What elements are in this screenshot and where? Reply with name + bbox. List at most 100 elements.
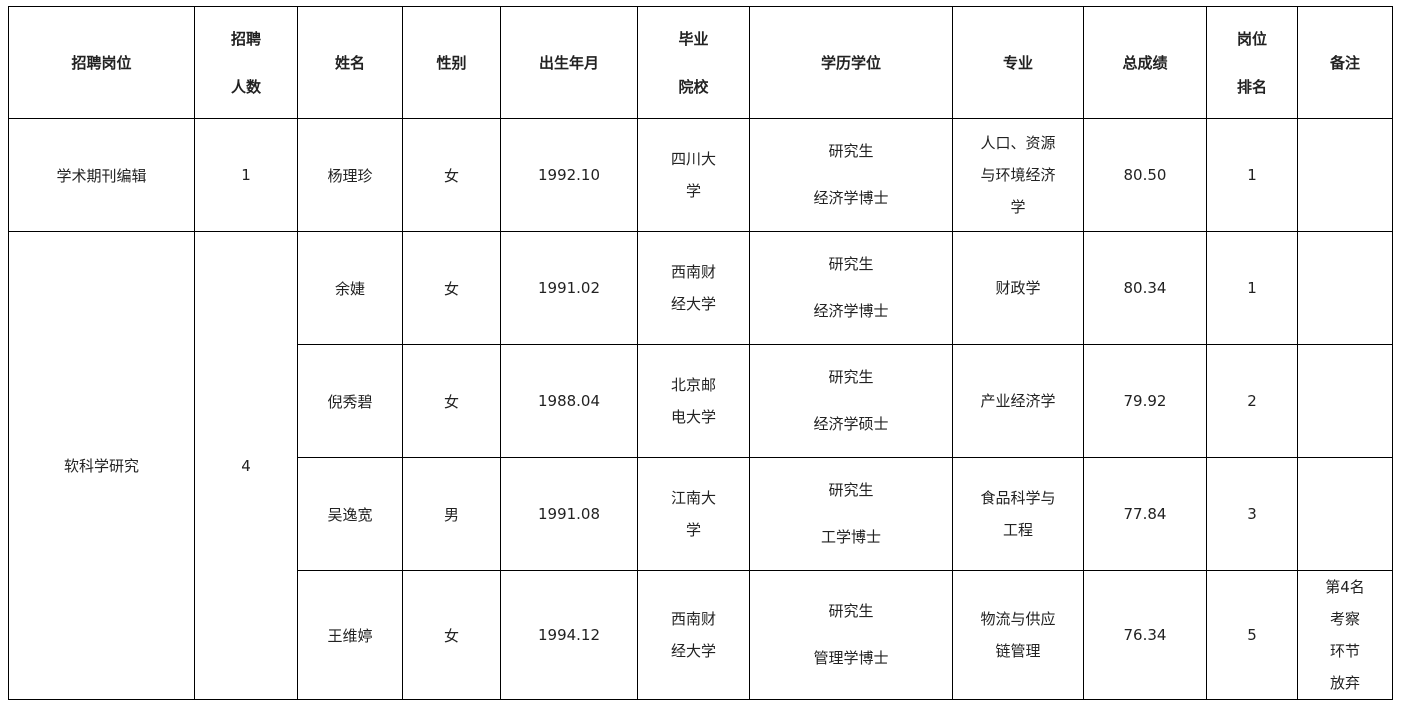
header-position: 招聘岗位 [8, 6, 195, 119]
cell-count: 1 [194, 118, 298, 232]
cell-line: 经济学硕士 [813, 415, 889, 433]
header-major: 专业 [952, 6, 1084, 119]
cell-score: 80.34 [1083, 231, 1207, 345]
header-line: 岗位 [1236, 29, 1267, 48]
cell-position: 学术期刊编辑 [8, 118, 195, 232]
header-school: 毕业 院校 [637, 6, 750, 119]
header-name: 姓名 [297, 6, 403, 119]
cell-degree: 研究生 经济学博士 [749, 118, 953, 232]
table-row: 王维婷女 1994.12 西南财 经大学 研究生 管理学博士 物流与供应 链管理 76.34 5 第… [9, 570, 1393, 700]
cell-degree: 研究生 管理学博士 [749, 570, 953, 700]
cell-line: 经济学博士 [813, 189, 889, 207]
header-line: 备注 [1329, 54, 1360, 72]
cell-line: 考察 [1329, 610, 1360, 628]
header-note: 备注 [1297, 6, 1393, 119]
cell-line: 环节 [1329, 642, 1360, 660]
cell-major: 产业经济学 [952, 344, 1084, 458]
cell-name: 倪秀碧 [297, 344, 403, 458]
cell-score: 77.84 [1083, 457, 1207, 571]
header-count: 招聘 人数 [194, 6, 298, 119]
header-line: 性别 [436, 54, 467, 72]
cell-line: 西南财 [670, 263, 716, 281]
cell-line: 工程 [1002, 521, 1033, 539]
table-row: 倪秀碧女 1988.04 北京邮 电大学 研究生 经济学硕士 产业经济学 79.92 2 [9, 344, 1393, 458]
cell-line: 学 [1010, 198, 1026, 216]
cell-score: 76.34 [1083, 570, 1207, 700]
header-line: 毕业 [678, 29, 709, 48]
cell-position: 软科学研究 [8, 231, 195, 700]
cell-line: 工学博士 [820, 528, 881, 546]
cell-line: 与环境经济 [980, 166, 1056, 184]
cell-rank: 2 [1206, 344, 1298, 458]
cell-line: 研究生 [828, 142, 874, 160]
cell-degree: 研究生 经济学博士 [749, 231, 953, 345]
cell-gender: 女 [402, 231, 501, 345]
header-line: 出生年月 [538, 54, 599, 72]
cell-gender: 女 [402, 118, 501, 232]
cell-birth: 1988.04 [500, 344, 638, 458]
cell-major: 物流与供应 链管理 [952, 570, 1084, 700]
header-rank: 岗位 排名 [1206, 6, 1298, 119]
cell-school: 西南财 经大学 [637, 231, 750, 345]
cell-line: 经济学博士 [813, 302, 889, 320]
cell-line: 研究生 [828, 481, 874, 499]
cell-rank: 5 [1206, 570, 1298, 700]
header-degree: 学历学位 [749, 6, 953, 119]
cell-line: 北京邮 [670, 376, 716, 394]
cell-birth: 1992.10 [500, 118, 638, 232]
cell-line: 链管理 [995, 642, 1041, 660]
cell-degree: 研究生 工学博士 [749, 457, 953, 571]
cell-line: 第4名 [1325, 578, 1365, 596]
cell-name: 余婕 [297, 231, 403, 345]
header-line: 总成绩 [1122, 54, 1168, 72]
cell-birth: 1991.02 [500, 231, 638, 345]
cell-gender: 女 [402, 344, 501, 458]
cell-rank: 3 [1206, 457, 1298, 571]
cell-line: 财政学 [995, 279, 1041, 297]
cell-line: 江南大 [670, 489, 716, 507]
cell-line: 食品科学与 [980, 489, 1056, 507]
cell-score: 79.92 [1083, 344, 1207, 458]
cell-note [1297, 344, 1393, 458]
cell-count: 4 [194, 231, 298, 700]
cell-school: 四川大学 [637, 118, 750, 232]
cell-line: 物流与供应 [980, 610, 1056, 628]
cell-line: 研究生 [828, 602, 874, 620]
cell-line: 经大学 [670, 295, 716, 313]
cell-name: 王维婷 [297, 570, 403, 700]
header-line: 招聘 [230, 29, 261, 48]
header-line: 专业 [1002, 54, 1033, 72]
recruitment-results-table: 招聘岗位 招聘 人数 姓名 性别 出生年月 毕业 院校 学历学位 专业 总成绩 岗位 排名 备注 学术期刊… [8, 6, 1393, 700]
header-line: 姓名 [334, 54, 365, 72]
cell-line: 学 [685, 182, 701, 200]
header-line: 招聘岗位 [71, 54, 132, 72]
cell-note [1297, 231, 1393, 345]
cell-line: 产业经济学 [980, 392, 1056, 410]
header-line: 人数 [230, 77, 261, 96]
cell-score: 80.50 [1083, 118, 1207, 232]
cell-school: 江南大学 [637, 457, 750, 571]
table-row: 吴逸宽男 1991.08 江南大学研究生 工学博士 食品科学与 工程 77.84 3 [9, 457, 1393, 571]
cell-major: 财政学 [952, 231, 1084, 345]
cell-name: 吴逸宽 [297, 457, 403, 571]
cell-rank: 1 [1206, 118, 1298, 232]
cell-birth: 1991.08 [500, 457, 638, 571]
cell-degree: 研究生 经济学硕士 [749, 344, 953, 458]
header-line: 院校 [678, 77, 709, 96]
cell-gender: 女 [402, 570, 501, 700]
table-row: 学术期刊编辑 1 杨理珍女 1992.10 四川大学研究生 经济学博士 人口、资源 与环境经济… [8, 118, 1393, 232]
cell-note: 第4名 考察 环节 放弃 [1297, 570, 1393, 700]
header-gender: 性别 [402, 6, 501, 119]
cell-line: 学 [685, 521, 701, 539]
header-row: 招聘岗位 招聘 人数 姓名 性别 出生年月 毕业 院校 学历学位 专业 总成绩 岗位 排名 备注 [8, 6, 1393, 119]
cell-rank: 1 [1206, 231, 1298, 345]
cell-school: 北京邮 电大学 [637, 344, 750, 458]
cell-birth: 1994.12 [500, 570, 638, 700]
cell-line: 研究生 [828, 255, 874, 273]
cell-line: 人口、资源 [980, 134, 1056, 152]
cell-line: 管理学博士 [813, 649, 889, 667]
cell-note [1297, 118, 1393, 232]
cell-line: 研究生 [828, 368, 874, 386]
cell-line: 西南财 [670, 610, 716, 628]
cell-line: 电大学 [670, 408, 716, 426]
